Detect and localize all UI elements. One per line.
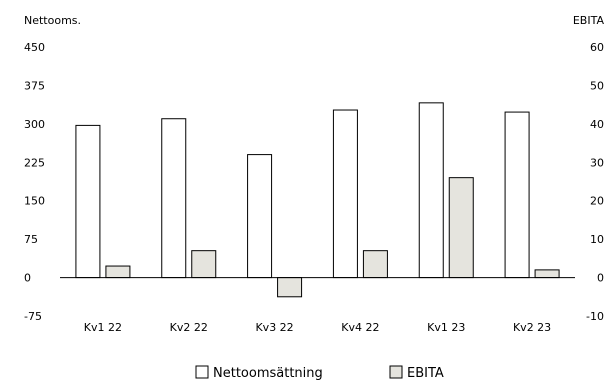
bar-ebita	[362, 250, 388, 279]
bar-ebita	[277, 277, 303, 298]
category-label: Kv4 22	[341, 321, 379, 334]
right-tick-label: 0	[597, 272, 604, 285]
legend-label: EBITA	[407, 366, 444, 381]
bar-ebita	[534, 269, 560, 279]
left-axis-title: Nettooms.	[24, 14, 81, 27]
legend-swatch	[195, 365, 209, 379]
category-label: Kv2 22	[170, 321, 208, 334]
left-tick-label: 375	[24, 79, 45, 92]
bar-nettoomsattning	[504, 111, 530, 279]
bar-ebita	[191, 250, 217, 279]
right-tick-label: 20	[590, 195, 604, 208]
category-labels: Kv1 22 Kv2 22 Kv3 22 Kv4 22 Kv1 23 Kv2 23	[84, 321, 551, 334]
right-axis-title: EBITA	[573, 14, 605, 27]
bars	[75, 102, 560, 298]
right-tick-label: -10	[586, 310, 604, 323]
left-tick-label: -75	[24, 310, 42, 323]
bar-nettoomsattning	[75, 124, 101, 279]
bar-nettoomsattning	[161, 118, 187, 279]
right-tick-label: 30	[590, 156, 604, 169]
legend: Nettoomsättning EBITA	[195, 365, 444, 381]
left-tick-label: 300	[24, 118, 45, 131]
bar-nettoomsattning	[247, 154, 273, 279]
right-tick-label: 40	[590, 118, 604, 131]
left-tick-label: 150	[24, 195, 45, 208]
right-tick-label: 60	[590, 41, 604, 54]
category-label: Kv1 23	[427, 321, 465, 334]
legend-label: Nettoomsättning	[213, 366, 323, 381]
right-axis-ticks: -10 0 10 20 30 40 50 60	[586, 41, 604, 323]
left-tick-label: 225	[24, 156, 45, 169]
bar-nettoomsattning	[418, 102, 444, 279]
bar-nettoomsattning	[332, 109, 358, 279]
left-tick-label: 75	[24, 233, 38, 246]
category-label: Kv3 22	[255, 321, 293, 334]
bar-ebita	[105, 265, 131, 279]
legend-swatch	[389, 365, 403, 379]
right-tick-label: 10	[590, 233, 604, 246]
category-label: Kv2 23	[513, 321, 551, 334]
left-axis-ticks: -75 0 75 150 225 300 375 450	[24, 41, 45, 323]
left-tick-label: 450	[24, 41, 45, 54]
left-tick-label: 0	[24, 272, 31, 285]
bar-ebita	[448, 177, 474, 279]
category-label: Kv1 22	[84, 321, 122, 334]
right-tick-label: 50	[590, 79, 604, 92]
